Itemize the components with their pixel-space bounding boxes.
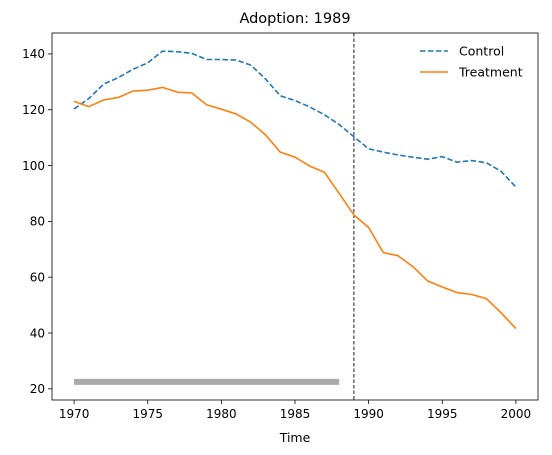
x-axis: 1970 1975 1980 1985 1990 1995 2000 <box>59 400 531 421</box>
x-axis-label: Time <box>279 430 311 445</box>
x-tick-label: 1985 <box>280 407 311 421</box>
plot-area <box>73 33 517 400</box>
x-tick-label: 2000 <box>501 407 532 421</box>
y-axis: 20 40 60 80 100 120 140 <box>22 47 52 396</box>
chart-title: Adoption: 1989 <box>239 11 350 27</box>
series-line-treatment <box>73 86 517 330</box>
y-tick-label: 100 <box>22 159 45 173</box>
y-tick-label: 60 <box>30 271 45 285</box>
series-line-control <box>73 50 517 188</box>
y-tick-label: 80 <box>30 215 45 229</box>
legend: Control Treatment <box>420 44 523 80</box>
x-tick-label: 1995 <box>427 407 458 421</box>
y-tick-label: 140 <box>22 47 45 61</box>
y-tick-label: 20 <box>30 382 45 396</box>
legend-label-control: Control <box>459 44 504 59</box>
legend-label-treatment: Treatment <box>458 65 523 80</box>
x-tick-label: 1975 <box>132 407 163 421</box>
x-tick-label: 1980 <box>206 407 237 421</box>
x-tick-label: 1990 <box>353 407 384 421</box>
x-tick-label: 1970 <box>59 407 90 421</box>
y-tick-label: 120 <box>22 103 45 117</box>
y-tick-label: 40 <box>30 326 45 340</box>
